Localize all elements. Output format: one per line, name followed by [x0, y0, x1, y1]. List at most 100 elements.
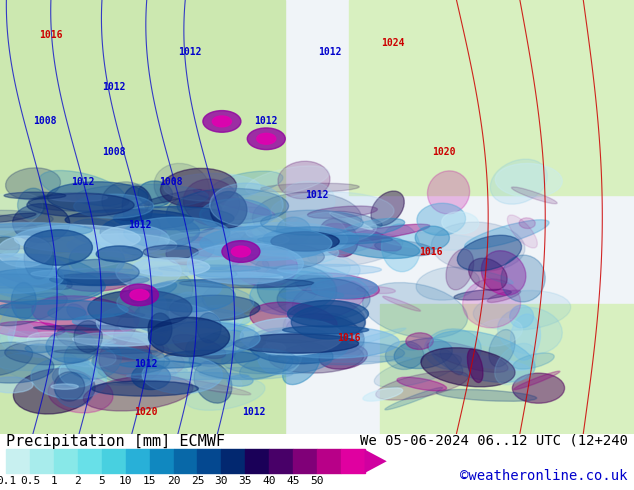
- Ellipse shape: [380, 232, 491, 250]
- Ellipse shape: [197, 313, 221, 343]
- Ellipse shape: [40, 171, 126, 206]
- Ellipse shape: [257, 235, 392, 244]
- Ellipse shape: [250, 251, 360, 290]
- Ellipse shape: [166, 237, 214, 265]
- Bar: [245, 449, 269, 473]
- Ellipse shape: [148, 322, 260, 355]
- Ellipse shape: [0, 350, 54, 383]
- Ellipse shape: [287, 300, 368, 327]
- Ellipse shape: [394, 339, 453, 368]
- Ellipse shape: [122, 186, 153, 228]
- Ellipse shape: [467, 349, 483, 383]
- Ellipse shape: [245, 216, 285, 239]
- Text: 1016: 1016: [39, 30, 63, 40]
- Ellipse shape: [495, 164, 562, 197]
- Ellipse shape: [495, 343, 536, 385]
- Ellipse shape: [165, 305, 244, 342]
- Ellipse shape: [271, 232, 339, 251]
- Ellipse shape: [53, 362, 93, 386]
- Ellipse shape: [202, 207, 271, 220]
- Ellipse shape: [203, 111, 241, 132]
- Ellipse shape: [187, 320, 255, 331]
- Ellipse shape: [401, 344, 418, 350]
- Ellipse shape: [199, 368, 293, 379]
- Ellipse shape: [363, 388, 403, 401]
- Ellipse shape: [167, 361, 242, 391]
- Ellipse shape: [385, 341, 424, 369]
- Ellipse shape: [292, 279, 365, 318]
- Ellipse shape: [46, 330, 96, 363]
- Ellipse shape: [282, 214, 347, 257]
- Text: 1012: 1012: [318, 47, 342, 57]
- Ellipse shape: [113, 305, 140, 347]
- Ellipse shape: [397, 377, 446, 391]
- Ellipse shape: [24, 238, 54, 279]
- Ellipse shape: [325, 223, 401, 251]
- Text: 20: 20: [167, 476, 180, 486]
- Ellipse shape: [330, 224, 430, 243]
- Ellipse shape: [0, 254, 103, 299]
- Bar: [349, 0, 634, 195]
- Ellipse shape: [8, 270, 54, 276]
- Ellipse shape: [31, 358, 107, 399]
- Ellipse shape: [247, 244, 325, 269]
- Ellipse shape: [385, 387, 443, 410]
- Ellipse shape: [262, 343, 286, 355]
- Ellipse shape: [416, 267, 479, 300]
- Ellipse shape: [454, 290, 511, 300]
- Text: 40: 40: [262, 476, 276, 486]
- Ellipse shape: [138, 181, 172, 207]
- Ellipse shape: [0, 332, 89, 386]
- Ellipse shape: [490, 159, 547, 204]
- Ellipse shape: [469, 258, 507, 291]
- Ellipse shape: [169, 295, 260, 320]
- Ellipse shape: [119, 219, 140, 248]
- Ellipse shape: [186, 379, 265, 410]
- Ellipse shape: [442, 212, 479, 234]
- Ellipse shape: [200, 238, 339, 250]
- Ellipse shape: [256, 260, 269, 273]
- Ellipse shape: [210, 192, 247, 228]
- Ellipse shape: [271, 192, 394, 230]
- Ellipse shape: [498, 307, 562, 354]
- Ellipse shape: [158, 265, 261, 272]
- Ellipse shape: [96, 302, 220, 344]
- Ellipse shape: [92, 381, 198, 396]
- Ellipse shape: [0, 351, 77, 370]
- Ellipse shape: [4, 192, 66, 199]
- Text: 25: 25: [191, 476, 204, 486]
- Bar: [380, 304, 634, 434]
- Ellipse shape: [245, 166, 329, 196]
- Ellipse shape: [8, 319, 70, 358]
- Ellipse shape: [189, 343, 293, 379]
- Ellipse shape: [92, 349, 169, 374]
- Ellipse shape: [134, 299, 188, 332]
- Ellipse shape: [196, 279, 221, 296]
- Ellipse shape: [72, 314, 165, 329]
- Ellipse shape: [250, 302, 337, 338]
- Ellipse shape: [429, 331, 535, 382]
- Ellipse shape: [284, 235, 317, 267]
- Ellipse shape: [183, 179, 240, 226]
- Ellipse shape: [115, 200, 145, 244]
- Ellipse shape: [0, 236, 52, 267]
- Ellipse shape: [49, 194, 107, 201]
- Polygon shape: [365, 449, 387, 473]
- Ellipse shape: [194, 272, 283, 283]
- Ellipse shape: [96, 246, 143, 262]
- Ellipse shape: [165, 230, 289, 249]
- Ellipse shape: [330, 234, 420, 258]
- Ellipse shape: [0, 321, 65, 337]
- Ellipse shape: [234, 334, 359, 353]
- Ellipse shape: [64, 337, 121, 379]
- Ellipse shape: [510, 314, 541, 360]
- Ellipse shape: [195, 269, 237, 279]
- Ellipse shape: [31, 269, 162, 279]
- Ellipse shape: [226, 233, 260, 252]
- Ellipse shape: [186, 333, 236, 367]
- Text: 15: 15: [143, 476, 157, 486]
- Text: 1008: 1008: [102, 147, 126, 157]
- Ellipse shape: [0, 215, 42, 250]
- Ellipse shape: [283, 300, 366, 348]
- Text: 1012: 1012: [254, 117, 278, 126]
